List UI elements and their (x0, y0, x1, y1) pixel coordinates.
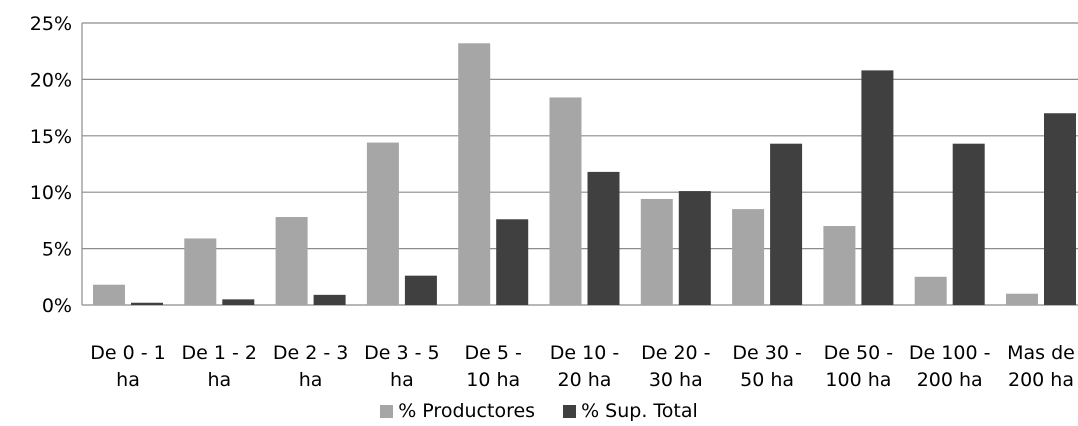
bar-sup-total (952, 143, 985, 305)
bar-productores (458, 43, 491, 305)
x-tick-label: 50 ha (740, 369, 794, 391)
bar-sup-total (404, 275, 437, 305)
y-tick-label: 25% (30, 13, 72, 35)
x-tick-label: De 100 - (909, 342, 991, 364)
legend: % Productores % Sup. Total (0, 396, 1078, 426)
x-tick-label: 30 ha (649, 369, 703, 391)
bar-sup-total (313, 294, 346, 305)
bars (93, 43, 1076, 306)
legend-swatch-productores (380, 404, 394, 418)
bar-sup-total (222, 299, 255, 305)
y-tick-label: 0% (42, 295, 72, 317)
bar-sup-total (770, 143, 803, 305)
bar-productores (93, 284, 125, 305)
bar-productores (275, 217, 308, 305)
x-axis-labels: De 0 - 1 ha De 1 - 2 ha De 2 - 3 ha De 3 - 5 ha… (90, 342, 1075, 391)
bar-productores (732, 209, 765, 305)
x-tick-label: De 50 - (824, 342, 893, 364)
x-tick-label: De 20 - (641, 342, 710, 364)
x-tick-label: De 5 - (465, 342, 522, 364)
bar-productores (914, 276, 947, 305)
y-axis-ticks: 0% 5% 10% 15% 20% 25% (30, 13, 72, 317)
x-tick-label: ha (116, 369, 140, 391)
y-tick-label: 5% (42, 239, 72, 261)
x-tick-label: 100 ha (825, 369, 891, 391)
bar-productores (549, 97, 582, 305)
y-tick-label: 15% (30, 126, 72, 148)
x-tick-label: 20 ha (558, 369, 612, 391)
x-tick-label: ha (299, 369, 323, 391)
legend-swatch-sup-total (563, 404, 577, 418)
bar-productores (823, 226, 856, 305)
x-tick-label: De 1 - 2 (182, 342, 257, 364)
x-tick-label: 200 ha (917, 369, 983, 391)
y-tick-label: 10% (30, 182, 72, 204)
bar-productores (366, 142, 399, 305)
bar-productores (1006, 293, 1038, 305)
legend-item-sup-total: % Sup. Total (563, 400, 698, 422)
bar-sup-total (496, 219, 529, 305)
x-tick-label: De 10 - (550, 342, 619, 364)
x-tick-label: Mas de (1007, 342, 1075, 364)
x-tick-label: De 30 - (732, 342, 801, 364)
bar-sup-total (1044, 113, 1076, 306)
bar-sup-total (587, 171, 620, 305)
x-tick-label: ha (207, 369, 231, 391)
x-tick-label: 200 ha (1008, 369, 1074, 391)
legend-item-productores: % Productores (380, 400, 535, 422)
bar-productores (640, 198, 673, 305)
legend-label-sup-total: % Sup. Total (581, 400, 698, 422)
bar-productores (184, 238, 217, 305)
x-tick-label: De 0 - 1 (90, 342, 165, 364)
legend-label-productores: % Productores (398, 400, 536, 422)
x-tick-label: De 2 - 3 (273, 342, 348, 364)
x-tick-label: ha (390, 369, 414, 391)
x-tick-label: 10 ha (466, 369, 520, 391)
bar-sup-total (131, 302, 163, 305)
x-tick-label: De 3 - 5 (364, 342, 439, 364)
bar-sup-total (678, 191, 711, 305)
y-tick-label: 20% (30, 69, 72, 91)
bar-sup-total (861, 70, 894, 305)
